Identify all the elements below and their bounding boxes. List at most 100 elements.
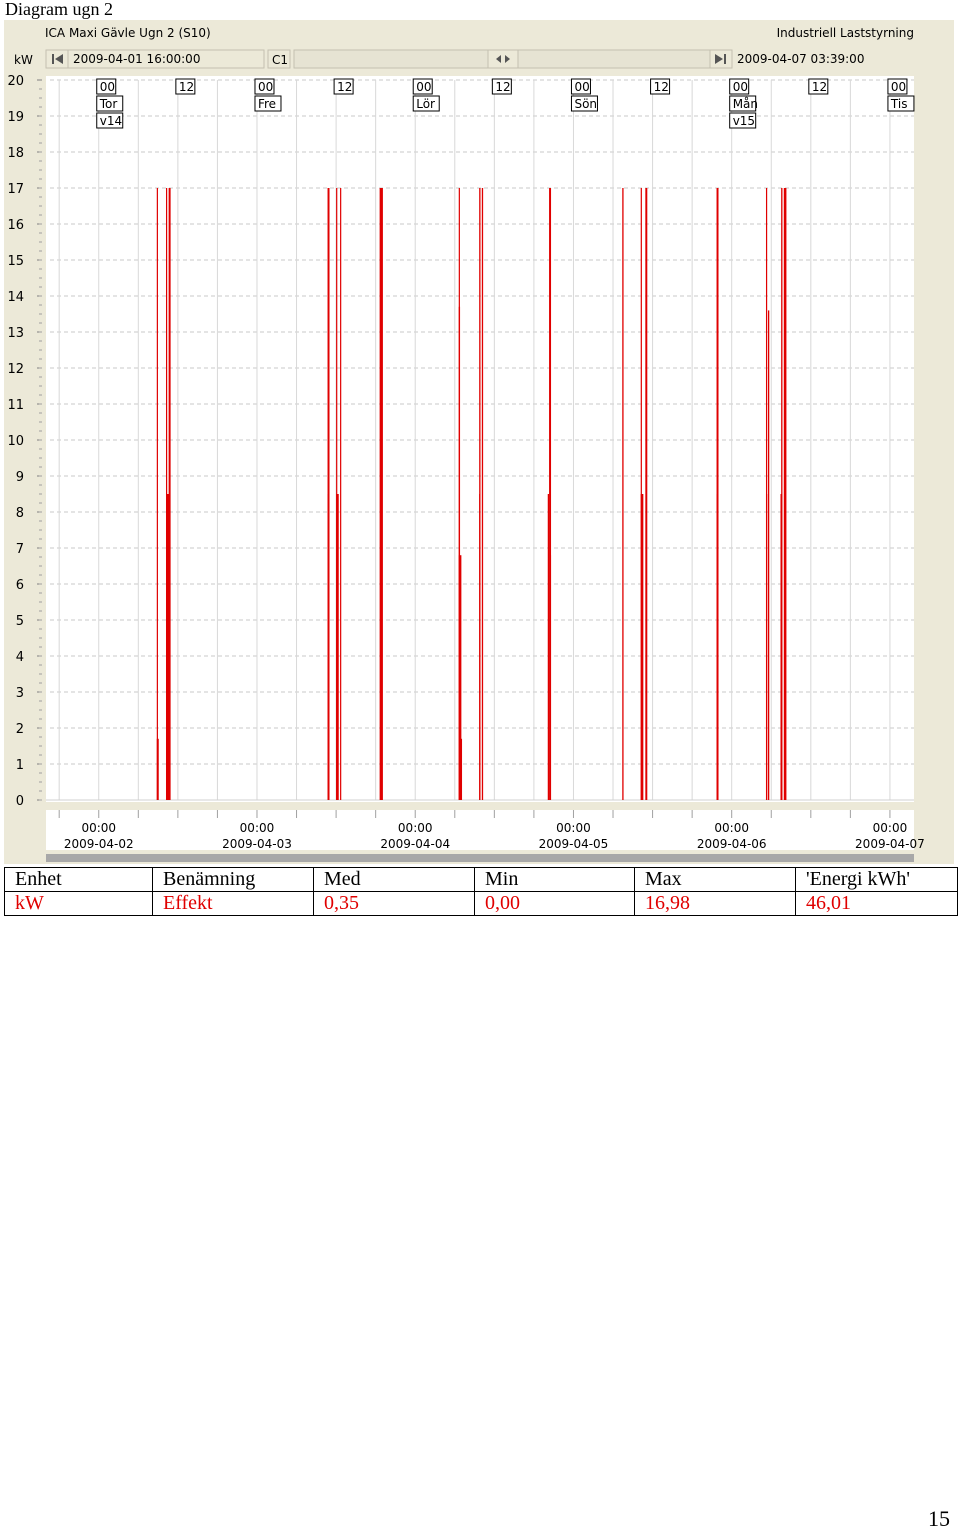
marker-day-label: Lör <box>416 97 435 111</box>
marker-hour-label: 00 <box>100 80 115 94</box>
column-header: Med <box>313 867 475 892</box>
data-bar <box>717 620 719 800</box>
marker-hour-label: 00 <box>416 80 431 94</box>
marker-day-label: Sön <box>574 97 597 111</box>
data-bars <box>156 188 787 800</box>
table-cell: 0,00 <box>474 891 635 916</box>
x-tick-date-label: 2009-04-07 <box>855 837 925 851</box>
data-bar <box>783 188 787 800</box>
y-tick-label: 0 <box>16 794 24 809</box>
marker-hour-label-box <box>808 78 829 95</box>
marker-day-label-box <box>254 95 282 112</box>
marker-hour-label: 00 <box>258 80 273 94</box>
marker-hour-label: 12 <box>812 80 827 94</box>
marker-hour-label: 12 <box>337 80 352 94</box>
x-tick-date-label: 2009-04-03 <box>222 837 292 851</box>
marker-day-label: Tis <box>890 97 908 111</box>
column-header: Enhet <box>4 867 153 892</box>
marker-hour-label-box <box>96 78 117 95</box>
table-cell: Effekt <box>152 891 314 916</box>
data-bar <box>458 306 461 800</box>
data-bar <box>156 188 158 800</box>
x-tick-date-label: 2009-04-06 <box>697 837 767 851</box>
y-tick-label: 4 <box>16 650 24 665</box>
data-bar <box>549 555 552 800</box>
x-axis: 00:00 2009-04-02 00:00 2009-04-03 00:00 2009-… <box>58 810 925 851</box>
data-bar <box>765 494 768 800</box>
marker-hour-label-box <box>729 78 750 95</box>
column-header: Min <box>474 867 635 892</box>
y-tick-label: 6 <box>16 578 24 593</box>
y-tick-label: 17 <box>7 182 24 197</box>
y-tick-label: 14 <box>7 290 24 305</box>
chart-window: ICA Maxi Gävle Ugn 2 (S10) Industriell L… <box>4 20 954 864</box>
marker-day-label: Tor <box>99 97 118 111</box>
data-bar <box>549 188 552 800</box>
day-markers: 00 Tor v14 12 00 Fre 12 00 Lör 12 00 Sön 12 00 Mån v15 1… <box>96 78 915 129</box>
y-tick-label: 19 <box>7 110 24 125</box>
data-bar <box>340 188 342 800</box>
x-tick-time-label: 00:00 <box>556 821 591 835</box>
table-header-row: Enhet Benämning Med Min Max 'Energi kWh' <box>4 867 958 892</box>
x-tick-date-label: 2009-04-02 <box>64 837 134 851</box>
marker-hour-label-box <box>254 78 275 95</box>
data-bar <box>459 738 463 800</box>
column-header: 'Energi kWh' <box>795 867 958 892</box>
x-tick-date-label: 2009-04-04 <box>380 837 450 851</box>
y-tick-label: 10 <box>7 434 24 449</box>
scroll-both-ways-icon <box>496 55 510 63</box>
y-tick-label: 1 <box>16 758 24 773</box>
load-chart: ICA Maxi Gävle Ugn 2 (S10) Industriell L… <box>7 26 925 862</box>
last-button[interactable] <box>709 49 733 69</box>
y-tick-label: 15 <box>7 254 24 269</box>
page-number: 15 <box>928 1506 950 1531</box>
y-tick-label: 7 <box>16 542 24 557</box>
marker-hour-label-box <box>491 78 512 95</box>
table-cell: 0,35 <box>313 891 475 916</box>
data-bar <box>336 494 339 800</box>
marker-hour-label: 12 <box>495 80 510 94</box>
marker-day-label-box <box>729 95 757 112</box>
column-header: Max <box>634 867 796 892</box>
y-tick-label: 3 <box>16 686 24 701</box>
brand-label: Industriell Laststyrning <box>777 26 914 40</box>
marker-hour-label-box <box>333 78 354 95</box>
data-bar <box>547 494 550 800</box>
start-time-field[interactable] <box>67 49 265 69</box>
data-bar <box>327 494 329 800</box>
data-bar <box>379 188 383 800</box>
skip-to-start-icon <box>52 54 63 64</box>
table-cell: kW <box>4 891 153 916</box>
y-tick-label: 5 <box>16 614 24 629</box>
data-bar <box>168 188 171 800</box>
channel-field[interactable] <box>267 49 291 69</box>
data-bar <box>165 494 170 800</box>
horizontal-scrollbar[interactable] <box>46 854 914 862</box>
marker-hour-label: 00 <box>574 80 589 94</box>
marker-week-label: v14 <box>100 114 122 128</box>
y-tick-label: 16 <box>7 218 24 233</box>
marker-hour-label: 12 <box>179 80 194 94</box>
marker-week-label-box <box>729 112 757 129</box>
y-tick-label: 18 <box>7 146 24 161</box>
x-tick-time-label: 00:00 <box>81 821 116 835</box>
y-tick-label: 11 <box>7 398 24 413</box>
x-tick-date-label: 2009-04-05 <box>539 837 609 851</box>
end-time-value: 2009-04-07 03:39:00 <box>737 52 864 66</box>
marker-day-label-box <box>96 95 124 112</box>
y-tick-label: 2 <box>16 722 24 737</box>
data-bar <box>622 188 624 800</box>
marker-day-label-box <box>412 95 440 112</box>
table-row: kW Effekt 0,35 0,00 16,98 46,01 <box>4 891 958 916</box>
column-header: Benämning <box>152 867 314 892</box>
date-axis-area <box>46 810 914 850</box>
unit-label: kW <box>14 53 33 67</box>
scroll-button[interactable] <box>487 49 519 69</box>
first-button[interactable] <box>45 49 69 69</box>
data-bar <box>767 310 770 800</box>
channel-value: C1 <box>272 53 288 67</box>
data-bar <box>640 494 644 800</box>
marker-hour-label-box <box>650 78 671 95</box>
table-cell: 16,98 <box>634 891 796 916</box>
marker-day-label: Fre <box>258 97 276 111</box>
